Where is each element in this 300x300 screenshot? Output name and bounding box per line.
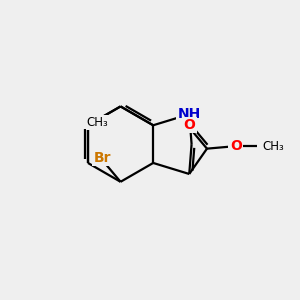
Text: O: O: [184, 118, 195, 132]
Text: Br: Br: [93, 151, 111, 165]
Text: CH₃: CH₃: [87, 116, 109, 129]
Text: NH: NH: [178, 107, 201, 121]
Text: CH₃: CH₃: [262, 140, 284, 153]
Text: O: O: [230, 140, 242, 153]
